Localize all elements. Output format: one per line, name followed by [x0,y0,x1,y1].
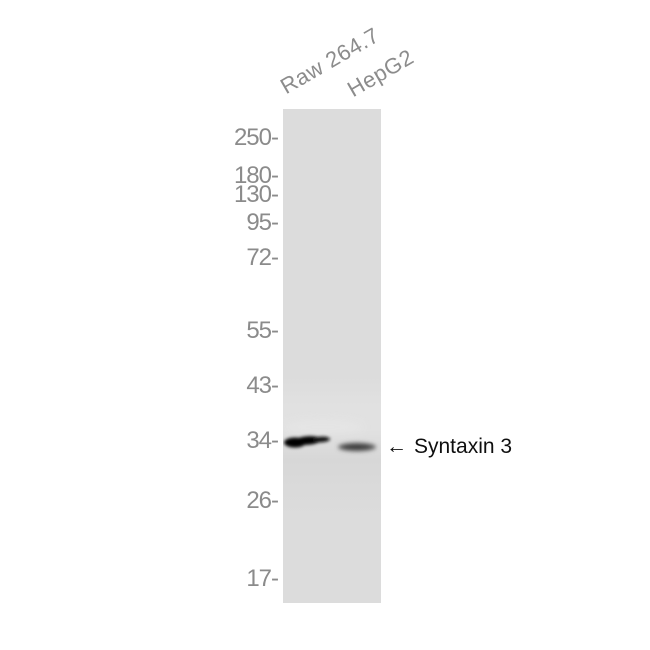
mw-marker-55: 55- [246,317,279,344]
mw-marker-43: 43- [246,372,279,399]
mw-marker-26: 26- [246,487,279,514]
mw-marker-95: 95- [246,209,279,236]
mw-marker-180: 180- [233,162,279,189]
mw-marker-34: 34- [246,427,279,454]
left-arrow-icon: ← [386,435,407,458]
mw-marker-17: 17- [246,565,279,592]
mw-marker-250: 250- [233,124,279,151]
mw-marker-72: 72- [246,244,279,271]
band-raw-264-7 [284,436,330,448]
protein-bands [283,420,376,452]
band-halo [283,420,363,434]
band-annotation-label: Syntaxin 3 [414,435,513,458]
blot-membrane [283,109,381,603]
mw-marker-130: 130- [233,181,279,208]
band-annotation: ← Syntaxin 3 [386,434,512,460]
band-hepg2 [338,442,376,452]
